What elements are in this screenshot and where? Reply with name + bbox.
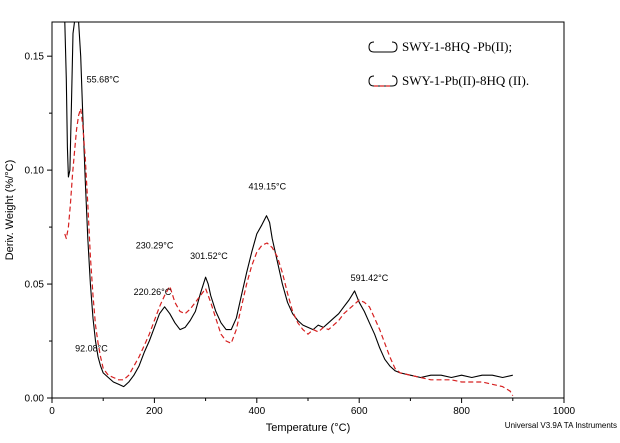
y-axis-title: Deriv. Weight (%/°C) [4, 160, 16, 261]
x-tick-label: 0 [49, 406, 55, 417]
footer-label: Universal V3.9A TA Instruments [505, 421, 617, 430]
peak-annotation: 591.42°C [351, 273, 389, 283]
x-tick-label: 1000 [553, 406, 576, 417]
series-line-2 [64, 108, 514, 397]
legend: SWY-1-8HQ -Pb(II); SWY-1-Pb(II)-8HQ (II)… [368, 39, 529, 88]
series-layer [64, 21, 514, 397]
x-tick-label: 400 [248, 406, 265, 417]
y-tick-label: 0.10 [25, 166, 45, 177]
series-line-1 [64, 21, 513, 388]
y-tick-label: 0.15 [25, 52, 45, 63]
peak-annotation: 230.29°C [136, 240, 174, 250]
legend-label-series-1: SWY-1-8HQ -Pb(II); [402, 39, 512, 54]
legend-label-series-2: SWY-1-Pb(II)-8HQ (II). [402, 73, 529, 88]
plot-frame [51, 21, 565, 399]
x-tick-label: 200 [146, 406, 163, 417]
peak-annotation: 301.52°C [190, 251, 228, 261]
peak-annotation: 419.15°C [249, 182, 287, 192]
peak-annotation: 55.68°C [87, 75, 120, 85]
axis-ticks: 0 200 400 600 800 1000 0.00 0.05 0.10 0.15 [25, 52, 576, 417]
peak-annotation: 220.26°C [134, 287, 172, 297]
x-tick-label: 600 [351, 406, 368, 417]
y-tick-label: 0.00 [25, 394, 45, 405]
peak-annotation: 92.08°C [75, 343, 108, 353]
x-tick-label: 800 [453, 406, 470, 417]
x-axis-title: Temperature (°C) [266, 422, 350, 434]
annotation-layer: 55.68°C 92.08°C 220.26°C 230.29°C 301.52°C 41… [75, 75, 389, 354]
y-tick-label: 0.05 [25, 280, 45, 291]
